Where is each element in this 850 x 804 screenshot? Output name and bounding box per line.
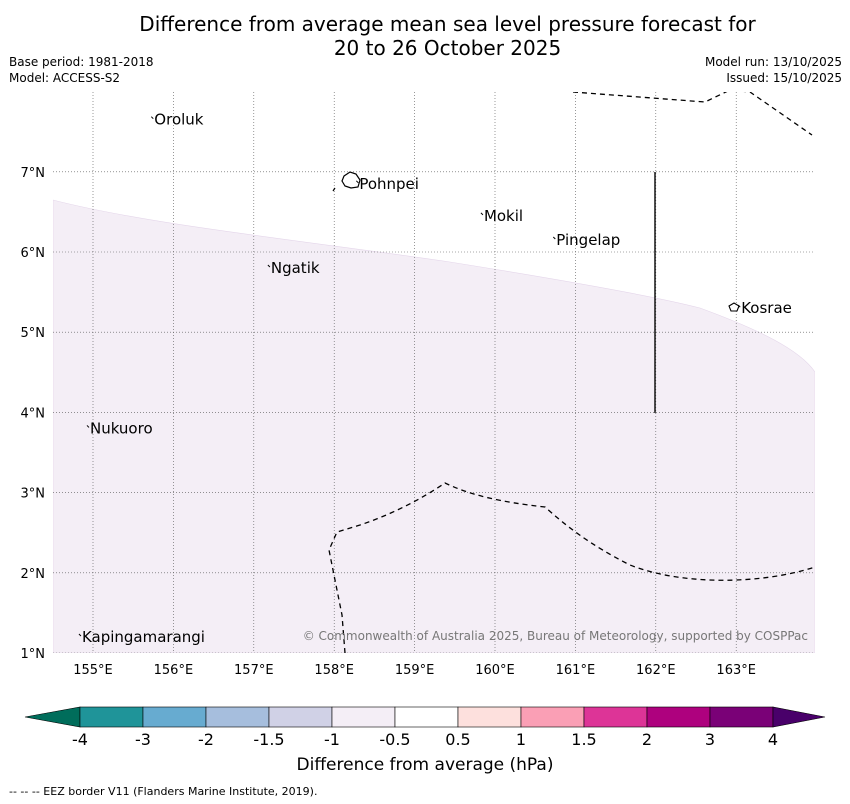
place-label: Pingelap: [556, 231, 620, 249]
lon-label: 155°E: [73, 663, 113, 678]
place-labels: Oroluk Pohnpei Mokil Pingelap Ngatik Kosrae Nu…: [78, 111, 792, 646]
copyright-notice: © Commonwealth of Australia 2025, Bureau…: [303, 629, 808, 643]
lon-label: 157°E: [234, 663, 274, 678]
colorbar-segment: [394, 706, 459, 728]
place-marker: [86, 425, 90, 428]
colorbar-segment: [268, 706, 333, 728]
lat-label: 4°N: [21, 406, 46, 421]
colorbar-tick: -4: [72, 730, 88, 749]
issued-date: Issued: 15/10/2025: [726, 71, 842, 85]
colorbar-segment: [331, 706, 396, 728]
kosrae-island: [728, 302, 740, 312]
colorbar-segment: [79, 706, 144, 728]
place-marker: [480, 212, 484, 216]
colorbar-segment: [457, 706, 522, 728]
title-line-1: Difference from average mean sea level p…: [139, 12, 756, 36]
colorbar-segment: [583, 706, 648, 728]
place-label: Kapingamarangi: [82, 628, 205, 646]
place-label: Kosrae: [741, 299, 792, 317]
colorbar-segment: [709, 706, 774, 728]
place-marker: [78, 633, 82, 637]
model-run: Model run: 13/10/2025: [704, 55, 842, 69]
model-name: Model: ACCESS-S2: [9, 71, 121, 85]
lon-label: 163°E: [716, 663, 756, 678]
anomaly-region: [53, 199, 815, 653]
place-marker: [737, 304, 741, 308]
colorbar-tick: -1: [324, 730, 340, 749]
lon-label: 156°E: [154, 663, 194, 678]
colorbar-tick: -2: [198, 730, 214, 749]
place-label: Mokil: [484, 207, 523, 225]
colorbar-arrow-high: [772, 706, 826, 728]
lat-label: 2°N: [21, 567, 46, 582]
colorbar-tick: -0.5: [379, 730, 410, 749]
base-period: Base period: 1981-2018: [9, 55, 154, 69]
colorbar-segment: [205, 706, 270, 728]
colorbar-arrow-low: [24, 706, 81, 728]
colorbar-title: Difference from average (hPa): [296, 755, 554, 775]
map-frame: Oroluk Pohnpei Mokil Pingelap Ngatik Kosrae Nu…: [53, 92, 815, 653]
axis-labels: 155°E 156°E 157°E 158°E 159°E 160°E 161°E 162°E…: [21, 166, 756, 678]
lon-label: 162°E: [636, 663, 676, 678]
colorbar-tick: 2: [642, 730, 652, 749]
colorbar-segment: [646, 706, 711, 728]
place-marker: [150, 116, 154, 120]
place-label: Nukuoro: [90, 419, 153, 437]
title-line-2: 20 to 26 October 2025: [333, 36, 562, 60]
lat-label: 5°N: [21, 326, 46, 341]
lon-label: 160°E: [475, 663, 515, 678]
colorbar-tick: 0.5: [445, 730, 470, 749]
pohnpei-island: [341, 171, 361, 189]
place-label: Oroluk: [154, 111, 203, 129]
colorbar-tick: -3: [135, 730, 151, 749]
lat-label: 3°N: [21, 487, 46, 502]
colorbar-tick: 1: [516, 730, 526, 749]
colorbar-segment: [520, 706, 585, 728]
colorbar: -4 -3 -2 -1.5 -1 -0.5 0.5 1 1.5 2 3 4: [24, 706, 826, 749]
eez-border-south: [328, 482, 815, 653]
place-marker: [267, 264, 271, 268]
meta-left: Base period: 1981-2018 Model: ACCESS-S2: [9, 54, 154, 86]
map-title: Difference from average mean sea level p…: [0, 12, 850, 60]
meta-right: Model run: 13/10/2025 Issued: 15/10/2025: [705, 54, 842, 86]
lon-label: 159°E: [395, 663, 435, 678]
lon-label: 158°E: [314, 663, 354, 678]
colorbar-tick: 1.5: [571, 730, 596, 749]
lon-label: 161°E: [556, 663, 596, 678]
colorbar-segment: [142, 706, 207, 728]
eez-legend: -- -- -- EEZ border V11 (Flanders Marine…: [9, 785, 318, 798]
colorbar-tick: -1.5: [253, 730, 284, 749]
lat-label: 6°N: [21, 246, 46, 261]
place-marker: [355, 180, 359, 184]
place-label: Ngatik: [271, 259, 320, 277]
lat-label: 1°N: [21, 647, 46, 662]
place-label: Pohnpei: [359, 175, 419, 193]
graticule: [53, 92, 815, 653]
colorbar-tick: 3: [705, 730, 715, 749]
pohnpei-islet: [332, 187, 336, 192]
place-marker: [552, 236, 556, 240]
colorbar-tick: 4: [768, 730, 778, 749]
eez-border-north: [572, 92, 813, 136]
lat-label: 7°N: [21, 166, 46, 181]
